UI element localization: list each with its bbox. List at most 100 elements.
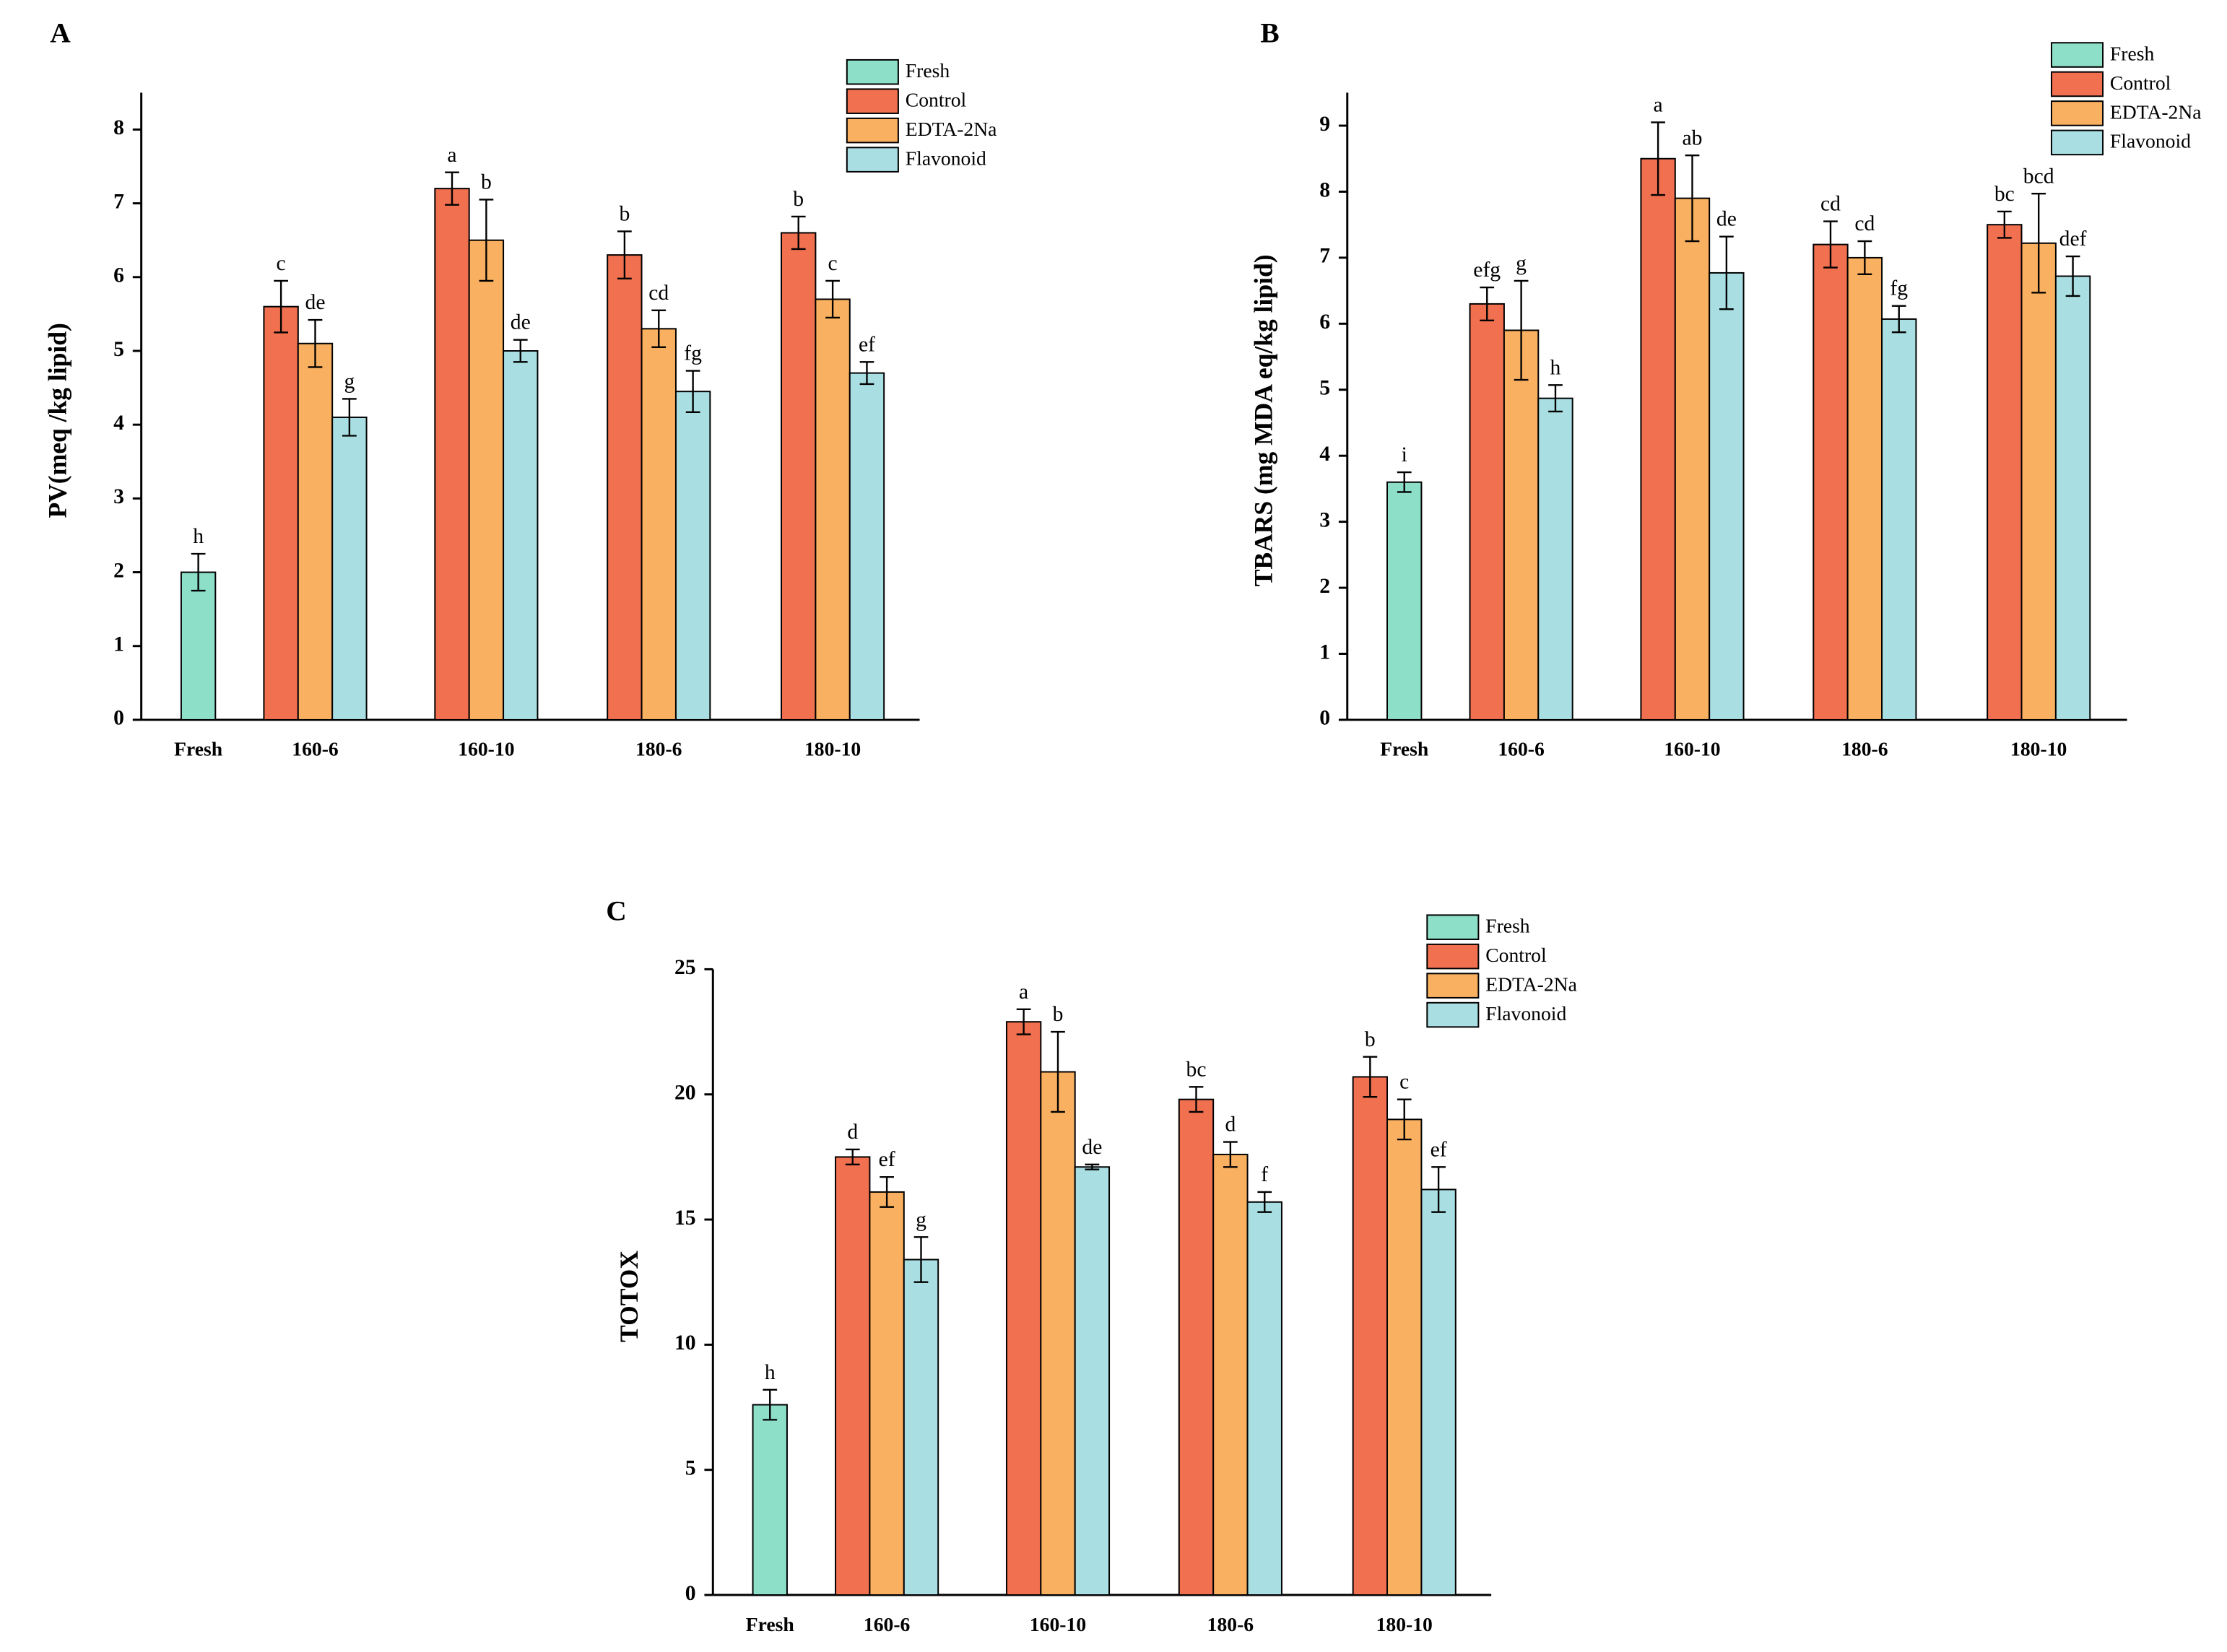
- y-axis-label: TOTOX: [615, 1251, 643, 1342]
- x-tick-label: 180-6: [635, 738, 682, 760]
- x-tick-label: 160-10: [1030, 1613, 1086, 1635]
- y-tick-label: 3: [113, 485, 124, 508]
- bar: [297, 342, 334, 721]
- x-tick-label: 180-6: [1207, 1613, 1254, 1635]
- x-tick-label: Fresh: [174, 738, 222, 760]
- x-tick-label: 180-6: [1841, 738, 1888, 760]
- legend-label: Fresh: [1485, 914, 1530, 936]
- legend-label: EDTA-2Na: [906, 118, 997, 140]
- significance-label: h: [1550, 356, 1561, 379]
- bar: [1674, 197, 1711, 721]
- significance-label: cd: [1854, 212, 1875, 235]
- y-tick-label: 15: [674, 1207, 696, 1230]
- x-tick-label: 160-10: [1664, 738, 1720, 760]
- bar: [1246, 1201, 1282, 1596]
- y-tick-label: 7: [1319, 245, 1330, 268]
- legend-label: Flavonoid: [2110, 130, 2191, 152]
- bar: [1178, 1098, 1215, 1596]
- significance-label: bcd: [2023, 165, 2054, 188]
- y-tick-label: 1: [113, 633, 124, 656]
- bar: [1846, 256, 1883, 721]
- significance-label: def: [2059, 227, 2087, 251]
- bar: [1420, 1188, 1457, 1596]
- y-tick-label: 0: [113, 707, 124, 730]
- significance-label: ef: [879, 1148, 895, 1171]
- x-tick-label: 160-10: [458, 738, 514, 760]
- y-tick-label: 2: [1319, 575, 1330, 598]
- significance-label: de: [1716, 208, 1737, 231]
- significance-label: de: [305, 291, 326, 314]
- y-tick-label: 8: [113, 116, 124, 139]
- significance-label: ef: [1431, 1138, 1447, 1161]
- bar: [674, 391, 711, 721]
- bar: [1709, 271, 1745, 721]
- legend-label: Flavonoid: [1485, 1002, 1566, 1025]
- significance-label: cd: [1820, 193, 1841, 216]
- legend-swatch: [2050, 42, 2104, 68]
- significance-label: d: [847, 1121, 858, 1144]
- y-tick-label: 3: [1319, 508, 1330, 531]
- bar: [869, 1191, 905, 1596]
- y-tick-label: 10: [674, 1331, 696, 1355]
- significance-label: a: [1019, 981, 1028, 1004]
- bar: [503, 349, 539, 721]
- significance-label: b: [1365, 1028, 1376, 1051]
- y-tick-label: 5: [113, 338, 124, 361]
- significance-label: h: [193, 525, 204, 548]
- y-tick-label: 4: [113, 412, 124, 435]
- bar: [848, 372, 885, 721]
- significance-label: c: [277, 252, 286, 275]
- legend-label: Control: [906, 88, 967, 110]
- significance-label: g: [344, 370, 355, 393]
- y-tick-label: 9: [1319, 113, 1330, 136]
- bar: [607, 254, 643, 721]
- panel-label: C: [606, 895, 627, 926]
- bar: [2020, 242, 2057, 721]
- x-tick-label: 180-10: [1376, 1613, 1433, 1635]
- x-tick-label: 180-10: [804, 738, 861, 760]
- y-tick-label: 0: [685, 1582, 696, 1605]
- significance-label: de: [511, 311, 531, 334]
- bar: [331, 416, 368, 721]
- significance-label: bc: [1994, 183, 2015, 206]
- y-tick-label: 7: [113, 190, 124, 213]
- bar: [2054, 275, 2091, 721]
- y-tick-label: 8: [1319, 178, 1330, 201]
- legend-label: Control: [1485, 944, 1547, 966]
- y-tick-label: 1: [1319, 640, 1330, 664]
- legend-swatch: [846, 117, 899, 144]
- legend-label: Fresh: [906, 59, 950, 82]
- significance-label: g: [916, 1208, 926, 1231]
- bar: [1005, 1021, 1042, 1596]
- y-tick-label: 0: [1319, 707, 1330, 730]
- bar: [835, 1156, 871, 1596]
- legend-label: Fresh: [2110, 42, 2155, 64]
- significance-label: d: [1225, 1113, 1236, 1136]
- y-tick-label: 6: [113, 264, 124, 287]
- significance-label: h: [765, 1361, 776, 1384]
- bar: [1040, 1071, 1076, 1596]
- bar: [434, 188, 470, 721]
- bar: [1212, 1153, 1249, 1596]
- bar: [781, 232, 817, 721]
- bar: [1881, 318, 1917, 721]
- x-tick-label: 160-6: [292, 738, 338, 760]
- significance-label: bc: [1186, 1058, 1207, 1081]
- panel-label: B: [1260, 17, 1279, 48]
- significance-label: de: [1082, 1136, 1102, 1159]
- bar: [1074, 1166, 1111, 1596]
- significance-label: b: [793, 188, 804, 211]
- legend-swatch: [2050, 71, 2104, 97]
- significance-label: fg: [1890, 277, 1908, 300]
- legend-swatch: [1426, 1001, 1480, 1028]
- legend-label: EDTA-2Na: [1485, 973, 1577, 995]
- legend-label: Flavonoid: [906, 147, 986, 169]
- significance-label: a: [1654, 94, 1663, 117]
- y-tick-label: 6: [1319, 310, 1330, 334]
- legend-swatch: [846, 88, 899, 114]
- significance-label: ab: [1683, 126, 1703, 149]
- significance-label: fg: [684, 342, 702, 365]
- significance-label: cd: [648, 282, 669, 305]
- y-tick-label: 20: [674, 1082, 696, 1105]
